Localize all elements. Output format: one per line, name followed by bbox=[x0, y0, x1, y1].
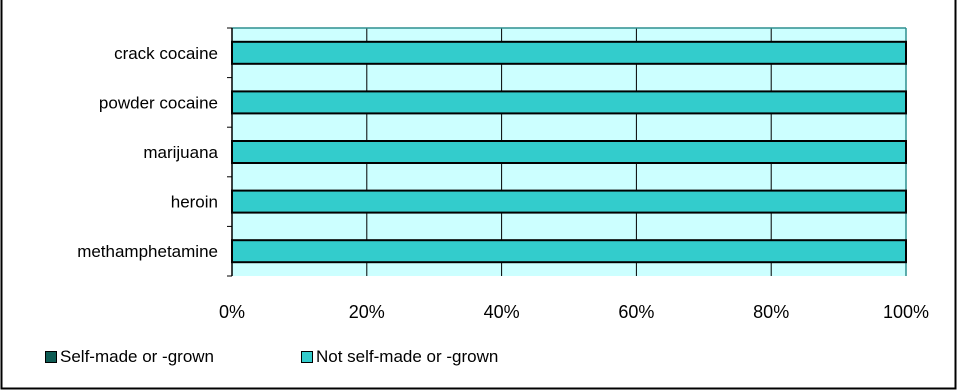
bar-not-self-made bbox=[231, 90, 907, 115]
bar-not-self-made bbox=[231, 140, 907, 164]
x-tick-label: 20% bbox=[349, 302, 385, 322]
legend-item-not-self-made: Not self-made or -grown bbox=[301, 346, 498, 368]
x-tick-label: 80% bbox=[753, 302, 789, 322]
x-tick-label: 0% bbox=[219, 302, 245, 322]
legend-item-self-made: Self-made or -grown bbox=[45, 346, 214, 368]
legend-label-self-made: Self-made or -grown bbox=[60, 347, 215, 366]
bar-not-self-made bbox=[231, 189, 907, 214]
category-label: heroin bbox=[171, 193, 218, 212]
legend-label-not-self-made: Not self-made or -grown bbox=[316, 347, 499, 366]
x-tick-label: 40% bbox=[484, 302, 520, 322]
x-tick-label: 100% bbox=[883, 302, 929, 322]
x-tick-label: 60% bbox=[618, 302, 654, 322]
category-label: methamphetamine bbox=[77, 242, 218, 261]
legend-swatch-self-made bbox=[45, 351, 57, 363]
category-label: crack cocaine bbox=[114, 44, 218, 63]
category-label: marijuana bbox=[143, 143, 218, 162]
bar-not-self-made bbox=[231, 40, 907, 65]
legend-swatch-not-self-made bbox=[301, 351, 313, 363]
category-label: powder cocaine bbox=[99, 93, 218, 112]
bar-not-self-made bbox=[231, 239, 907, 264]
